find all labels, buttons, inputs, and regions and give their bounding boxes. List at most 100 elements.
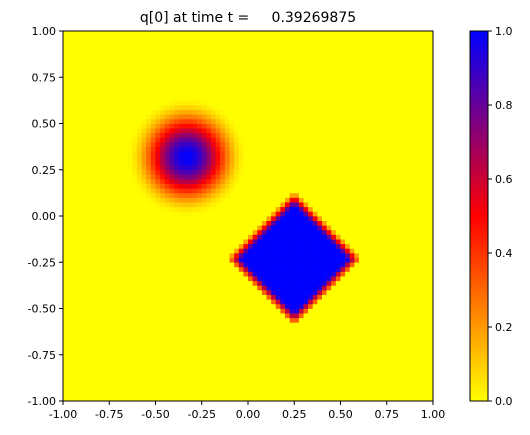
heatmap-cell (174, 132, 179, 138)
heatmap-cell (224, 31, 230, 36)
heatmap-cell (123, 294, 129, 300)
heatmap-cell (275, 77, 281, 83)
heatmap-cell (137, 350, 142, 356)
heatmap-cell (90, 285, 96, 291)
heatmap-cell (243, 303, 249, 309)
heatmap-cell (169, 197, 175, 203)
heatmap-cell (248, 54, 253, 60)
heatmap-cell (271, 174, 277, 180)
heatmap-cell (67, 81, 73, 87)
heatmap-cell (76, 77, 82, 83)
heatmap-cell (201, 155, 207, 161)
heatmap-cell (229, 100, 235, 106)
heatmap-cell (335, 234, 341, 240)
heatmap-cell (280, 68, 286, 73)
heatmap-cell (271, 280, 277, 286)
heatmap-cell (104, 44, 110, 50)
heatmap-cell (123, 123, 129, 129)
heatmap-cell (303, 35, 309, 41)
heatmap-cell (197, 285, 203, 291)
heatmap-cell (238, 31, 244, 36)
heatmap-cell (211, 169, 216, 175)
heatmap-cell (100, 391, 105, 397)
heatmap-cell (113, 169, 119, 175)
heatmap-cell (109, 54, 115, 60)
heatmap-cell (234, 81, 240, 87)
heatmap-cell (132, 179, 138, 184)
heatmap-cell (289, 359, 295, 365)
heatmap-cell (243, 123, 249, 129)
heatmap-cell (63, 350, 68, 356)
heatmap-cell (303, 294, 309, 300)
heatmap-cell (215, 317, 221, 323)
heatmap-cell (211, 368, 216, 374)
heatmap-cell (234, 234, 240, 240)
heatmap-cell (261, 192, 267, 198)
heatmap-cell (187, 276, 193, 282)
heatmap-cell (303, 391, 309, 397)
heatmap-cell (127, 216, 133, 221)
heatmap-cell (141, 229, 147, 235)
heatmap-cell (187, 165, 193, 171)
heatmap-cell (146, 128, 152, 134)
heatmap-cell (326, 151, 332, 157)
heatmap-cell (298, 303, 304, 309)
heatmap-cell (289, 229, 295, 235)
heatmap-cell (234, 271, 240, 277)
heatmap-cell (160, 114, 166, 120)
heatmap-cell (206, 373, 212, 379)
heatmap-cell (146, 354, 152, 360)
heatmap-cell (229, 239, 235, 245)
heatmap-cell (345, 234, 351, 240)
heatmap-cell (266, 317, 272, 323)
heatmap-cell (229, 174, 235, 180)
heatmap-cell (123, 290, 129, 295)
heatmap-cell (248, 225, 253, 231)
heatmap-cell (298, 155, 304, 161)
heatmap-cell (308, 68, 314, 73)
heatmap-cell (164, 225, 170, 231)
heatmap-cell (271, 266, 277, 272)
heatmap-cell (160, 313, 166, 319)
heatmap-cell (150, 63, 156, 69)
heatmap-cell (349, 285, 355, 291)
heatmap-cell (104, 239, 110, 245)
heatmap-cell (104, 165, 110, 171)
heatmap-cell (340, 276, 346, 282)
heatmap-cell (234, 248, 240, 254)
heatmap-cell (81, 239, 87, 245)
heatmap-cell (257, 276, 263, 282)
heatmap-cell (137, 100, 142, 106)
heatmap-cell (243, 31, 249, 36)
heatmap-cell (252, 345, 258, 351)
heatmap-cell (211, 192, 216, 198)
heatmap-cell (303, 396, 309, 402)
heatmap-cell (261, 340, 267, 346)
heatmap-cell (340, 81, 346, 87)
heatmap-cell (298, 179, 304, 184)
heatmap-cell (220, 294, 226, 300)
heatmap-cell (174, 211, 179, 217)
heatmap-cell (331, 257, 337, 263)
heatmap-cell (183, 165, 189, 171)
heatmap-cell (169, 299, 175, 305)
heatmap-cell (118, 359, 124, 365)
heatmap-cell (132, 313, 138, 319)
heatmap-cell (349, 313, 355, 319)
heatmap-cell (275, 225, 281, 231)
heatmap-cell (197, 216, 203, 221)
heatmap-cell (289, 179, 295, 184)
heatmap-cell (137, 192, 142, 198)
heatmap-cell (95, 331, 101, 337)
heatmap-cell (285, 364, 290, 369)
heatmap-cell (137, 248, 142, 254)
heatmap-cell (294, 179, 300, 184)
heatmap-cell (178, 174, 184, 180)
heatmap-cell (109, 290, 115, 295)
heatmap-cell (298, 308, 304, 314)
heatmap-cell (81, 123, 87, 129)
heatmap-cell (90, 313, 96, 319)
heatmap-cell (345, 294, 351, 300)
heatmap-cell (298, 86, 304, 92)
heatmap-cell (137, 206, 142, 212)
